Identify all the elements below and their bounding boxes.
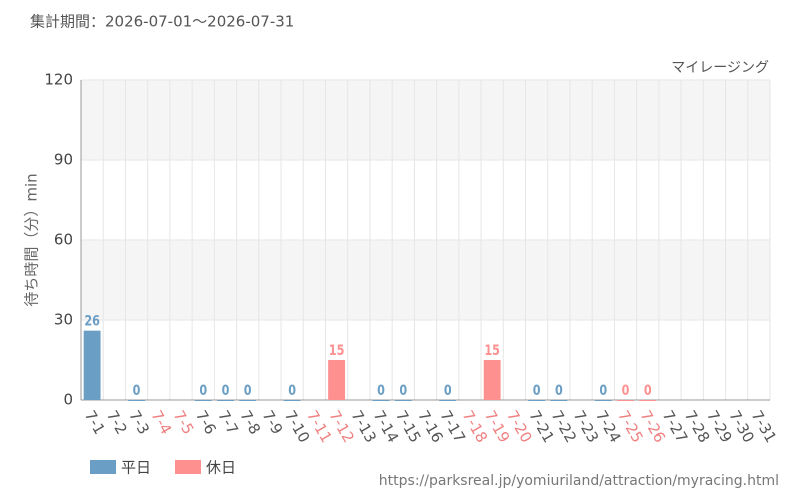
bar [372, 400, 390, 401]
y-axis-label: 待ち時間（分）min [23, 173, 41, 306]
bar [217, 400, 234, 401]
bar [128, 400, 146, 401]
grid-band [81, 240, 770, 320]
value-label: 0 [133, 382, 141, 399]
legend-swatch [175, 460, 201, 474]
legend-label: 平日 [121, 459, 151, 477]
bar [550, 400, 568, 401]
value-label: 15 [484, 342, 500, 359]
value-label: 0 [288, 382, 296, 399]
y-tick-label: 60 [54, 231, 73, 249]
value-label: 0 [599, 382, 607, 399]
bar [528, 400, 546, 401]
value-label: 0 [622, 382, 630, 399]
source-url: https://parksreal.jp/yomiuriland/attract… [379, 473, 779, 489]
bar [194, 400, 212, 401]
bar [328, 360, 346, 400]
bar [83, 330, 101, 400]
value-label: 0 [644, 382, 652, 399]
x-tick-label: 7-2 [103, 407, 131, 437]
value-label: 0 [555, 382, 563, 399]
value-label: 0 [533, 382, 541, 399]
x-tick-label: 7-1 [81, 407, 109, 437]
value-label: 26 [84, 312, 100, 329]
legend-label: 休日 [206, 459, 236, 477]
value-label: 15 [329, 342, 345, 359]
bar [639, 400, 657, 401]
x-tick-label: 7-7 [214, 407, 242, 437]
value-label: 0 [444, 382, 452, 399]
x-tick-label: 7-5 [170, 407, 198, 437]
y-tick-label: 0 [63, 391, 73, 409]
bar [594, 400, 612, 401]
x-tick-label: 7-3 [125, 407, 153, 437]
x-tick-label: 7-6 [192, 407, 220, 437]
chart-subtitle: 集計期間：2026-07-01～2026-07-31 [30, 13, 294, 31]
bar [394, 400, 412, 401]
x-tick-label: 7-4 [147, 407, 175, 437]
value-label: 0 [222, 382, 230, 399]
bar [483, 360, 501, 400]
x-tick-label: 7-9 [259, 407, 287, 437]
y-tick-label: 120 [44, 71, 73, 89]
bar [283, 400, 301, 401]
value-label: 0 [199, 382, 207, 399]
value-label: 0 [244, 382, 252, 399]
x-tick-label: 7-8 [236, 407, 264, 437]
legend-swatch [90, 460, 116, 474]
value-label: 0 [377, 382, 385, 399]
y-tick-label: 90 [54, 151, 73, 169]
chart-title: マイレージング [671, 60, 769, 76]
value-label: 0 [399, 382, 407, 399]
grid-band [81, 80, 770, 160]
y-tick-label: 30 [54, 311, 73, 329]
bar [239, 400, 257, 401]
bar [439, 400, 457, 401]
bar [617, 400, 634, 401]
